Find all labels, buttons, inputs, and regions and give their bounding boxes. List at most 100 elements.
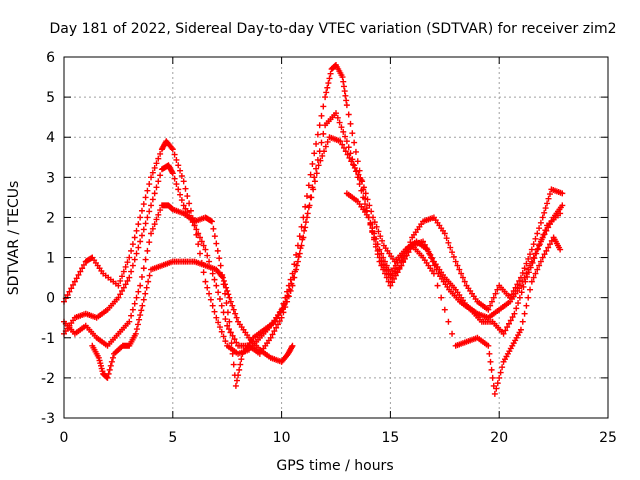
data-point-marker xyxy=(456,266,463,273)
data-point-marker xyxy=(151,164,158,171)
data-point-marker xyxy=(303,193,310,200)
data-point-marker xyxy=(171,151,178,158)
data-point-marker xyxy=(129,241,136,248)
data-point-marker xyxy=(379,237,386,244)
data-point-marker xyxy=(138,207,145,214)
data-point-marker xyxy=(339,141,346,148)
data-point-marker xyxy=(131,300,138,307)
data-point-marker xyxy=(296,250,303,257)
y-tick-label: 5 xyxy=(46,90,55,106)
data-point-marker xyxy=(516,294,523,301)
data-point-marker xyxy=(219,274,226,281)
data-point-marker xyxy=(543,247,550,254)
data-point-marker xyxy=(207,296,214,303)
data-point-marker xyxy=(288,280,295,287)
data-point-marker xyxy=(193,231,200,238)
data-point-marker xyxy=(195,241,202,248)
data-point-marker xyxy=(146,239,153,246)
data-point-marker xyxy=(149,196,156,203)
data-point-marker xyxy=(516,277,523,284)
data-point-marker xyxy=(145,278,152,285)
data-point-marker xyxy=(362,201,369,208)
axis-ticks: 0 5 10 15 20 25 -3 -2 -1 0 1 2 3 4 5 6 xyxy=(41,50,617,446)
data-point-marker xyxy=(311,174,318,181)
data-point-marker xyxy=(321,148,328,155)
data-point-marker xyxy=(461,278,468,285)
data-point-marker xyxy=(337,138,344,145)
data-point-marker xyxy=(226,318,233,325)
data-point-marker xyxy=(275,312,282,319)
data-point-marker xyxy=(434,282,441,289)
data-point-marker xyxy=(371,230,378,237)
data-point-marker xyxy=(539,214,546,221)
data-point-marker xyxy=(325,80,332,87)
data-point-marker xyxy=(222,338,229,345)
x-tick-label: 10 xyxy=(273,430,291,446)
data-point-marker xyxy=(491,390,498,397)
data-point-marker xyxy=(533,250,540,257)
data-point-marker xyxy=(140,226,147,233)
data-point-marker xyxy=(315,162,322,169)
data-point-marker xyxy=(290,274,297,281)
data-point-marker xyxy=(70,281,77,288)
data-point-marker xyxy=(208,218,215,225)
data-point-marker xyxy=(373,223,380,230)
data-point-marker xyxy=(347,120,354,127)
data-point-marker xyxy=(342,92,349,99)
data-point-marker xyxy=(135,221,142,228)
data-point-marker xyxy=(144,214,151,221)
data-point-marker xyxy=(447,244,454,251)
data-point-marker xyxy=(365,214,372,221)
data-point-marker xyxy=(443,235,450,242)
data-point-marker xyxy=(449,330,456,337)
data-point-marker xyxy=(198,238,205,245)
chart-title: Day 181 of 2022, Sidereal Day-to-day VTE… xyxy=(50,21,617,37)
y-tick-label: 0 xyxy=(46,291,55,307)
data-point-marker xyxy=(220,333,227,340)
data-point-marker xyxy=(302,203,309,210)
data-point-marker xyxy=(226,326,233,333)
data-point-marker xyxy=(214,247,221,254)
data-point-marker xyxy=(129,306,136,313)
data-point-marker xyxy=(146,208,153,215)
data-point-marker xyxy=(271,328,278,335)
data-point-marker xyxy=(229,332,236,339)
data-point-marker xyxy=(354,158,361,165)
data-point-marker xyxy=(355,171,362,178)
data-point-marker xyxy=(519,269,526,276)
data-point-marker xyxy=(197,250,203,257)
data-point-marker xyxy=(137,312,144,319)
data-point-marker xyxy=(559,190,566,197)
data-point-marker xyxy=(348,158,355,165)
data-point-marker xyxy=(227,298,234,305)
data-point-marker xyxy=(229,350,236,357)
data-point-marker xyxy=(380,266,387,273)
data-point-marker xyxy=(531,255,538,262)
data-point-marker xyxy=(334,114,341,121)
data-point-marker xyxy=(345,111,352,118)
y-tick-label: 1 xyxy=(46,251,55,267)
data-point-marker xyxy=(107,362,114,369)
data-point-marker xyxy=(138,232,145,239)
data-point-marker xyxy=(237,361,244,368)
data-point-marker xyxy=(389,279,396,286)
data-point-marker xyxy=(527,251,534,258)
data-point-marker xyxy=(178,172,185,179)
series-layer xyxy=(61,62,566,397)
data-point-marker xyxy=(381,270,388,277)
data-point-marker xyxy=(142,220,149,227)
data-point-marker xyxy=(525,255,532,262)
data-point-marker xyxy=(512,284,519,291)
data-point-marker xyxy=(140,296,147,303)
x-tick-label: 20 xyxy=(490,430,508,446)
data-point-marker xyxy=(378,262,385,269)
data-point-marker xyxy=(534,266,541,273)
data-point-marker xyxy=(211,276,218,283)
data-point-marker xyxy=(151,221,158,228)
data-point-marker xyxy=(431,262,438,269)
data-point-marker xyxy=(322,143,329,150)
data-point-marker xyxy=(211,233,218,240)
data-point-marker xyxy=(279,305,286,312)
data-point-marker xyxy=(497,369,504,376)
data-point-marker xyxy=(177,167,184,174)
